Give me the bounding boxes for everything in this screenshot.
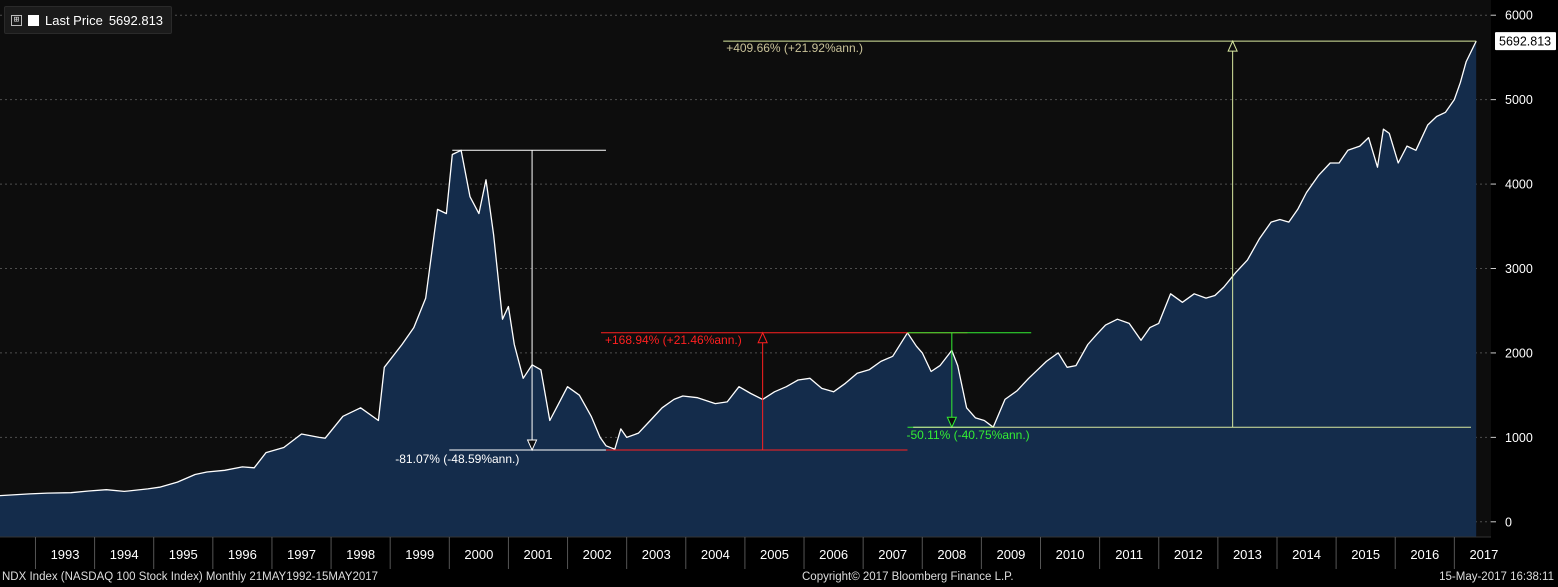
y-tick-label: 1000 — [1505, 431, 1533, 445]
annotation-drawdown: -81.07% (-48.59%ann.) — [395, 149, 606, 466]
x-tick-label: 1995 — [169, 547, 198, 562]
x-tick-label: 2010 — [1056, 547, 1085, 562]
last-price-tag-label: 5692.813 — [1499, 35, 1551, 49]
x-tick-label: 1993 — [51, 547, 80, 562]
x-axis: 1993 1994 1995 1996 1997 1998 1999 2000 2001 2002… — [0, 536, 1498, 569]
y-tick-label: 2000 — [1505, 346, 1533, 360]
x-tick-label: 2002 — [583, 547, 612, 562]
legend[interactable]: ⊞ Last Price 5692.813 — [4, 6, 173, 34]
last-price-tag — [1495, 32, 1556, 51]
x-tick-label: 2006 — [819, 547, 848, 562]
x-tick-label: 2004 — [701, 547, 730, 562]
y-tick-label: 5000 — [1505, 93, 1533, 107]
legend-last-value: 5692.813 — [108, 12, 164, 28]
footer-security: NDX Index (NASDAQ 100 Stock Index) Month… — [2, 571, 379, 583]
y-tick-label: 0 — [1505, 515, 1512, 529]
y-tick-label: 3000 — [1505, 262, 1533, 276]
x-tick-label: 2013 — [1233, 547, 1262, 562]
x-tick-label: 2011 — [1115, 547, 1143, 562]
annotation-arrowhead — [1227, 39, 1238, 52]
x-tick-label: 1997 — [287, 547, 316, 562]
annotation-label: -81.07% (-48.59%ann.) — [395, 452, 519, 466]
annotation-rally: +168.94% (+21.46%ann.) — [600, 331, 968, 451]
x-tick-label: 2017 — [1469, 547, 1498, 562]
x-tick-label: 1994 — [110, 547, 139, 562]
x-tick-label: 2016 — [1410, 547, 1439, 562]
annotation-rally: +409.66% (+21.92%ann.) — [723, 39, 1477, 428]
legend-series-label: Last Price — [45, 12, 103, 28]
price-line — [0, 40, 1477, 497]
annotation-arrowhead — [757, 331, 768, 344]
x-tick-label: 2012 — [1174, 547, 1203, 562]
annotations: -81.07% (-48.59%ann.) +168.94% (+21.46%an… — [395, 39, 1477, 466]
x-tick-label: 2007 — [878, 547, 907, 562]
x-tick-label: 2008 — [937, 547, 966, 562]
x-tick-label: 2009 — [996, 547, 1025, 562]
price-area — [0, 41, 1477, 537]
x-tick-label: 2014 — [1292, 547, 1321, 562]
series-swatch — [28, 14, 39, 26]
annotation-arrowhead — [526, 439, 538, 452]
x-tick-label: 2001 — [524, 547, 553, 562]
annotation-arrowhead — [946, 416, 958, 429]
x-tick-label: 2003 — [642, 547, 671, 562]
x-tick-label: 2015 — [1351, 547, 1380, 562]
x-tick-label: 2000 — [464, 547, 493, 562]
expand-icon[interactable]: ⊞ — [11, 14, 22, 26]
x-tick-label: 1996 — [228, 547, 257, 562]
annotation-label: +168.94% (+21.46%ann.) — [605, 333, 742, 347]
footer: NDX Index (NASDAQ 100 Stock Index) Month… — [0, 569, 1558, 587]
price-series — [0, 40, 1477, 537]
y-tick-label: 4000 — [1505, 178, 1533, 192]
annotation-label: +409.66% (+21.92%ann.) — [726, 41, 863, 55]
annotation-label: -50.11% (-40.75%ann.) — [906, 428, 1029, 442]
footer-copyright: Copyright© 2017 Bloomberg Finance L.P. — [802, 571, 1014, 583]
x-tick-label: 2005 — [760, 547, 789, 562]
x-tick-label: 1999 — [405, 547, 434, 562]
x-tick-label: 1998 — [346, 547, 375, 562]
y-axis: 0 1000 2000 3000 4000 5000 6000 5692.813 — [1491, 9, 1556, 529]
footer-timestamp: 15-May-2017 16:38:11 — [1439, 571, 1554, 583]
x-axis-panel — [0, 537, 1558, 569]
y-tick-label: 6000 — [1505, 9, 1533, 23]
y-axis-panel — [1491, 0, 1558, 537]
annotation-drawdown: -50.11% (-40.75%ann.) — [906, 332, 1032, 442]
